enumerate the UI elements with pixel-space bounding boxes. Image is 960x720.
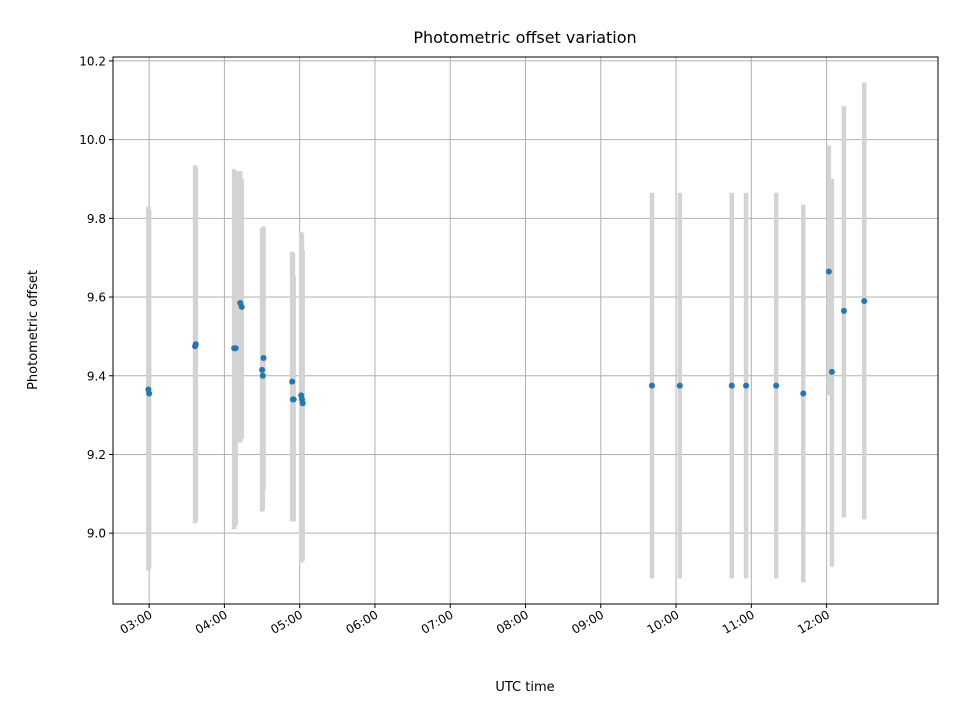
data-point <box>728 382 735 389</box>
chart-title: Photometric offset variation <box>413 28 636 47</box>
data-point <box>259 366 266 373</box>
y-tick-label: 9.0 <box>87 527 106 541</box>
x-tick-label: 05:00 <box>268 607 305 636</box>
error-bars <box>146 82 867 583</box>
data-point <box>773 382 780 389</box>
x-axis-label: UTC time <box>495 680 554 695</box>
x-tick-label: 07:00 <box>419 607 456 636</box>
y-tick-label: 10.2 <box>79 54 106 68</box>
x-tick-label: 11:00 <box>720 607 757 636</box>
x-tick-label: 08:00 <box>494 607 531 636</box>
y-tick-label: 10.0 <box>79 133 106 147</box>
y-axis-ticks: 9.0 9.2 9.4 9.6 9.8 10.0 10.2 <box>79 54 113 541</box>
data-point <box>232 345 239 352</box>
data-point <box>861 297 868 304</box>
y-tick-label: 9.6 <box>87 291 106 305</box>
x-tick-label: 12:00 <box>795 607 832 636</box>
x-tick-label: 10:00 <box>645 607 682 636</box>
x-tick-label: 09:00 <box>569 607 606 636</box>
data-point <box>259 372 266 379</box>
data-point <box>299 400 306 407</box>
data-point <box>828 368 835 375</box>
x-tick-label: 06:00 <box>343 607 380 636</box>
data-point <box>289 378 296 385</box>
data-points <box>145 268 868 407</box>
data-point <box>146 390 153 397</box>
y-tick-label: 9.4 <box>87 369 106 383</box>
x-tick-label: 04:00 <box>193 607 230 636</box>
data-point <box>260 355 267 362</box>
data-point <box>840 307 847 314</box>
data-point <box>825 268 832 275</box>
data-point <box>743 382 750 389</box>
y-axis-label: Photometric offset <box>26 270 41 390</box>
data-point <box>648 382 655 389</box>
x-tick-label: 03:00 <box>118 607 155 636</box>
grid-lines <box>113 57 938 604</box>
data-point <box>676 382 683 389</box>
y-tick-label: 9.8 <box>87 212 106 226</box>
data-point <box>192 341 199 348</box>
data-point <box>800 390 807 397</box>
data-point <box>238 303 245 310</box>
y-tick-label: 9.2 <box>87 448 106 462</box>
x-axis-ticks: 03:00 04:00 05:00 06:00 07:00 08:00 09:00 10:00… <box>118 604 832 637</box>
data-point <box>290 396 297 403</box>
